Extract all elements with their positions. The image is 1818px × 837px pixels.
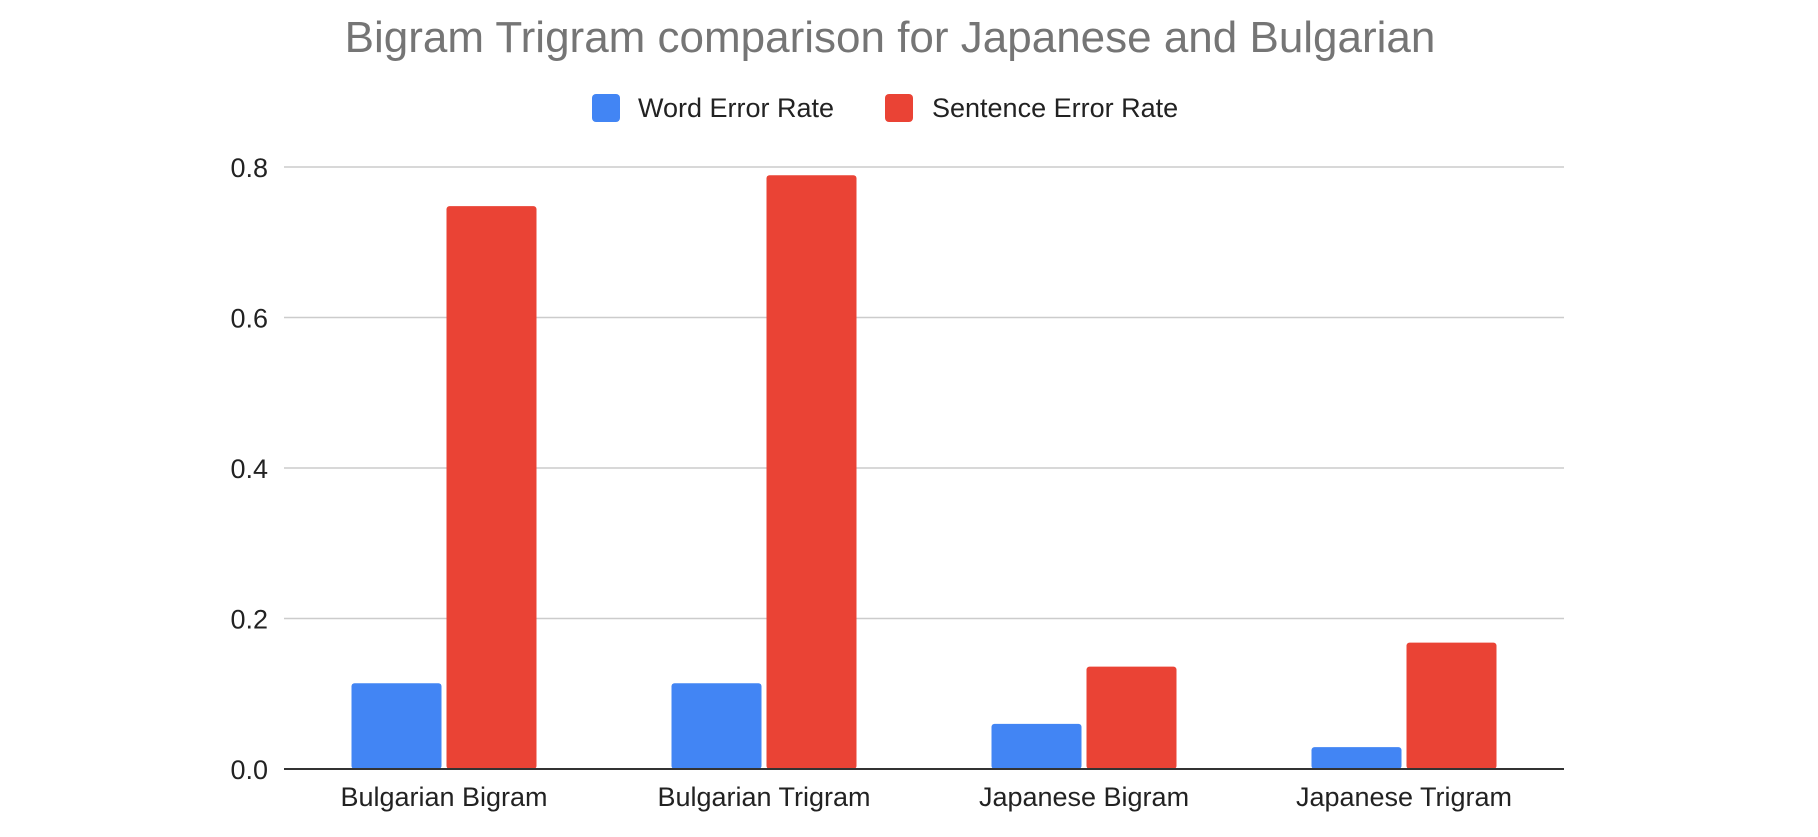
legend-swatch-1 (592, 94, 620, 122)
x-tick-label: Bulgarian Trigram (657, 782, 870, 812)
y-tick-label: 0.2 (230, 605, 268, 635)
bar-sentence-error-rate-2 (766, 175, 857, 770)
bar-word-error-rate-4 (1311, 747, 1402, 769)
y-tick-label: 0.4 (230, 454, 268, 484)
legend-swatch-2 (885, 94, 913, 122)
y-axis-ticks: 0.0 0.2 0.4 0.6 0.8 (230, 153, 268, 785)
bar-sentence-error-rate-1 (446, 206, 537, 769)
bars (351, 175, 1497, 770)
legend-label-2: Sentence Error Rate (932, 93, 1178, 123)
chart-title: Bigram Trigram comparison for Japanese a… (345, 13, 1436, 62)
y-tick-label: 0.0 (230, 755, 268, 785)
bar-sentence-error-rate-4 (1406, 642, 1497, 769)
bar-word-error-rate-1 (351, 683, 442, 769)
bar-sentence-error-rate-3 (1086, 666, 1177, 769)
x-axis-ticks: Bulgarian Bigram Bulgarian Trigram Japanes… (340, 782, 1512, 812)
x-tick-label: Japanese Bigram (979, 782, 1189, 812)
legend-label-1: Word Error Rate (638, 93, 834, 123)
legend: Word Error Rate Sentence Error Rate (592, 93, 1178, 123)
bar-word-error-rate-3 (991, 723, 1082, 769)
x-tick-label: Bulgarian Bigram (340, 782, 547, 812)
x-tick-label: Japanese Trigram (1296, 782, 1512, 812)
y-tick-label: 0.8 (230, 153, 268, 183)
bar-word-error-rate-2 (671, 683, 762, 769)
y-tick-label: 0.6 (230, 304, 268, 334)
